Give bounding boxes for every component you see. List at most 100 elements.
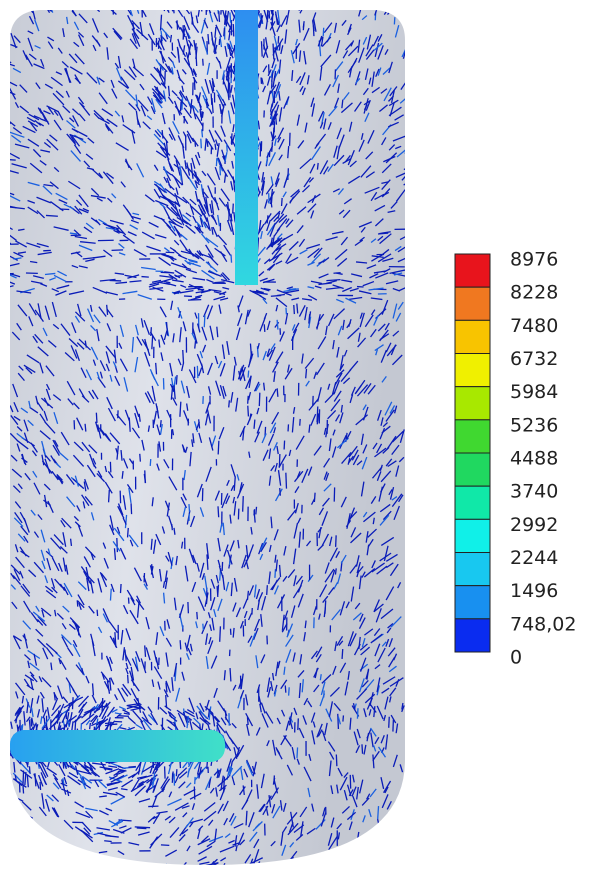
arrow bbox=[346, 856, 352, 860]
arrow bbox=[183, 350, 184, 363]
arrow bbox=[23, 847, 29, 853]
arrow bbox=[20, 6, 23, 12]
arrow bbox=[215, 144, 216, 150]
arrow bbox=[60, 209, 70, 210]
arrow bbox=[282, 198, 283, 206]
arrow bbox=[160, 420, 161, 427]
arrow bbox=[228, 78, 229, 94]
arrow bbox=[218, 441, 219, 455]
arrow bbox=[13, 845, 20, 851]
arrow bbox=[378, 806, 379, 819]
arrow bbox=[399, 7, 403, 15]
arrow bbox=[394, 827, 395, 835]
arrow bbox=[246, 811, 247, 826]
arrow bbox=[182, 97, 183, 110]
arrow bbox=[77, 600, 78, 606]
arrow bbox=[128, 675, 129, 684]
arrow bbox=[145, 470, 146, 483]
legend-label: 6732 bbox=[510, 348, 558, 370]
arrow bbox=[145, 645, 146, 656]
arrow bbox=[201, 0, 208, 11]
arrow bbox=[90, 723, 91, 729]
arrow bbox=[267, 215, 268, 223]
arrow bbox=[202, 112, 203, 118]
arrow bbox=[389, 717, 390, 728]
legend-label: 8228 bbox=[510, 282, 558, 304]
legend-label: 4488 bbox=[510, 448, 558, 470]
arrow bbox=[128, 528, 129, 537]
arrow bbox=[405, 145, 415, 153]
arrow bbox=[289, 289, 297, 290]
arrow bbox=[162, 130, 163, 139]
arrow bbox=[264, 324, 265, 332]
legend-swatch bbox=[455, 586, 490, 619]
arrow bbox=[93, 683, 94, 695]
arrow bbox=[99, 796, 107, 797]
arrow bbox=[105, 861, 117, 868]
arrow bbox=[392, 856, 393, 870]
arrow bbox=[203, 624, 204, 630]
legend-label: 0 bbox=[510, 647, 522, 669]
arrow bbox=[201, 3, 202, 11]
arrow bbox=[188, 300, 201, 301]
arrow bbox=[306, 369, 307, 379]
arrow bbox=[176, 769, 177, 776]
arrow bbox=[231, 255, 232, 263]
arrow bbox=[164, 1, 169, 10]
arrow bbox=[369, 836, 370, 845]
arrow bbox=[324, 861, 328, 870]
arrow bbox=[2, 239, 10, 244]
arrow bbox=[71, 539, 72, 546]
arrow bbox=[304, 860, 311, 870]
arrow bbox=[3, 19, 12, 25]
arrow bbox=[27, 836, 39, 841]
color-legend: 8976822874806732598452364488374029922244… bbox=[455, 249, 576, 669]
arrow bbox=[197, 612, 198, 619]
arrow bbox=[109, 490, 110, 503]
arrow bbox=[201, 139, 202, 149]
arrow bbox=[189, 504, 190, 512]
arrow bbox=[5, 816, 14, 820]
arrow bbox=[248, 0, 251, 11]
legend-swatch bbox=[455, 519, 490, 552]
arrow bbox=[207, 102, 208, 108]
arrow bbox=[387, 3, 396, 15]
arrow bbox=[292, 70, 293, 81]
arrow bbox=[290, 865, 299, 870]
arrow bbox=[34, 837, 40, 840]
arrow bbox=[156, 363, 157, 374]
arrow bbox=[338, 714, 339, 729]
arrow bbox=[141, 277, 148, 278]
legend-swatch bbox=[455, 453, 490, 486]
legend-label: 3740 bbox=[510, 481, 558, 503]
arrow bbox=[177, 20, 178, 29]
legend-label: 5984 bbox=[510, 381, 558, 403]
arrow bbox=[50, 847, 59, 848]
arrow bbox=[224, 28, 225, 36]
arrow bbox=[352, 862, 353, 870]
arrow bbox=[318, 863, 324, 870]
arrow bbox=[151, 539, 152, 550]
arrow bbox=[180, 640, 181, 649]
arrow bbox=[229, 400, 230, 407]
arrow bbox=[370, 834, 372, 840]
arrow bbox=[275, 569, 276, 578]
arrow bbox=[219, 11, 220, 22]
legend-label: 1496 bbox=[510, 580, 558, 602]
arrow bbox=[392, 809, 396, 823]
arrow bbox=[392, 831, 394, 843]
arrow bbox=[261, 41, 262, 56]
arrow bbox=[342, 649, 343, 659]
arrow bbox=[195, 43, 196, 50]
arrow bbox=[294, 305, 295, 314]
arrow bbox=[92, 707, 98, 708]
arrow bbox=[299, 3, 303, 11]
arrow bbox=[161, 35, 162, 45]
arrow bbox=[85, 424, 86, 432]
arrow bbox=[393, 836, 401, 849]
arrow bbox=[336, 755, 337, 767]
arrow bbox=[248, 406, 249, 417]
arrow bbox=[320, 674, 321, 680]
arrow bbox=[314, 493, 315, 502]
arrow bbox=[197, 366, 198, 378]
